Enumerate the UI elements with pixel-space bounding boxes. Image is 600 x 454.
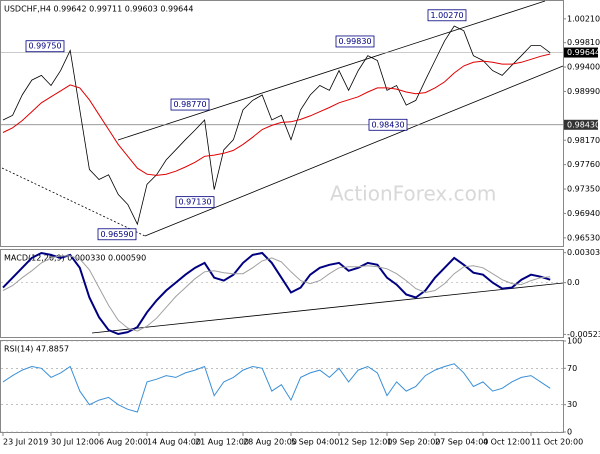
channel-upper [117, 0, 546, 141]
annotation-box [335, 35, 375, 48]
y-tick-label: 100 [567, 337, 582, 346]
series-line [2, 251, 551, 336]
y-tick-label: 0.97760 [567, 160, 600, 169]
annotation-box [427, 9, 467, 22]
macd-title: MACD(12,26,9) 0.000330 0.000590 [4, 254, 146, 263]
y-tick-label: 0.96530 [567, 233, 600, 242]
last-price-box [564, 47, 598, 58]
macd-panel [0, 249, 564, 338]
last-price-label: 0.99644 [567, 48, 600, 57]
x-tick-label: 21 Aug 12:00 [195, 438, 249, 447]
x-tick-label: 23 Jul 2019 [3, 438, 48, 447]
x-tick-label: 28 Aug 20:00 [243, 438, 297, 447]
annotation-label: 0.96590 [100, 230, 133, 239]
main-panel [0, 0, 564, 247]
annotation-label: 0.99750 [28, 42, 61, 51]
y-tick-label: 70 [567, 364, 577, 373]
x-tick-label: 11 Oct 20:00 [531, 438, 583, 447]
x-tick-label: 30 Jul 12:00 [51, 438, 99, 447]
annotation-label: 0.97130 [178, 198, 211, 207]
y-tick-label: -0.005236 [567, 330, 600, 339]
x-tick-label: 5 Sep 04:00 [291, 438, 339, 447]
series-line [2, 363, 551, 413]
y-tick-label: 0.00303 [567, 248, 600, 257]
annotation-label: 1.00270 [430, 11, 463, 20]
level-box [564, 119, 598, 130]
x-tick-label: 27 Sep 04:00 [435, 438, 488, 447]
y-tick-label: 0.98990 [567, 87, 600, 96]
annotation-label: 0.99830 [338, 37, 371, 46]
y-tick-label: 0.97350 [567, 185, 600, 194]
y-tick-label: 0 [567, 428, 572, 437]
y-tick-label: 0.0 [567, 278, 580, 287]
macd-trendline [91, 282, 564, 334]
annotation-box [170, 98, 210, 111]
y-tick-label: 1.00210 [567, 14, 600, 23]
y-tick-label: 0.98170 [567, 136, 600, 145]
x-tick-label: 19 Sep 20:00 [387, 438, 440, 447]
y-tick-label: 0.96940 [567, 209, 600, 218]
series-line [2, 255, 551, 332]
chart-title: USDCHF,H4 0.99642 0.99711 0.99603 0.9964… [4, 5, 193, 14]
annotation-label: 0.98430 [371, 120, 404, 129]
annotation-box [368, 118, 408, 131]
annotation-box [25, 40, 65, 53]
x-tick-label: 6 Aug 20:00 [99, 438, 148, 447]
rsi-title: RSI(14) 47.8857 [4, 345, 69, 354]
annotation-box [97, 228, 137, 241]
y-tick-label: 30 [567, 400, 577, 409]
x-tick-label: 4 Oct 12:00 [483, 438, 530, 447]
y-tick-label: 0.99400 [567, 63, 600, 72]
y-tick-label: 0.99810 [567, 38, 600, 47]
annotation-label: 0.98770 [173, 100, 206, 109]
channel-lower [144, 65, 564, 237]
series-line [2, 25, 551, 226]
x-tick-label: 12 Sep 12:00 [339, 438, 392, 447]
annotation-box [175, 196, 215, 209]
x-tick-label: 14 Aug 04:00 [147, 438, 201, 447]
level-label: 0.98430 [567, 120, 600, 129]
watermark: ActionForex.com [330, 182, 496, 206]
series-line [2, 53, 551, 176]
